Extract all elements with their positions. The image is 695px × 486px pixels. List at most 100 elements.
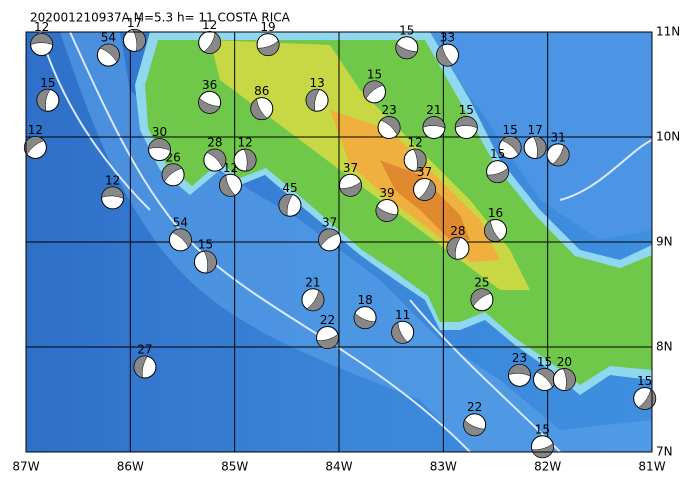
- x-tick-label: 85W: [221, 460, 248, 474]
- beachball-quadrant: [391, 322, 408, 344]
- beachball-quadrant: [413, 148, 427, 172]
- beachball-quadrant: [446, 237, 461, 260]
- beachball-quadrant: [243, 148, 257, 172]
- depth-label: 25: [474, 275, 489, 289]
- depth-label: 17: [528, 123, 543, 137]
- depth-label: 15: [535, 422, 550, 436]
- beachball-quadrant: [316, 333, 339, 349]
- depth-label: 37: [417, 165, 432, 179]
- depth-label: 12: [223, 161, 238, 175]
- depth-label: 22: [467, 400, 482, 414]
- y-tick-label: 11N: [656, 25, 680, 39]
- map-title: 202001210937A M=5.3 h= 11 COSTA RICA: [30, 11, 291, 25]
- beachball-quadrant: [257, 40, 280, 56]
- beachball-quadrant: [422, 116, 446, 129]
- depth-label: 33: [440, 31, 455, 45]
- depth-label: 54: [101, 31, 116, 45]
- depth-label: 15: [198, 237, 213, 251]
- beachball-quadrant: [101, 186, 124, 199]
- depth-label: 12: [105, 173, 120, 187]
- depth-label: 23: [381, 103, 396, 117]
- events: 12 54 17 12 19 15 33 15 12 15 15 17 31 15 36 86 13 15 21 23…: [23, 16, 657, 459]
- y-tick-label: 8N: [656, 340, 673, 354]
- y-tick-label: 9N: [656, 235, 673, 249]
- y-tick-label: 10N: [656, 130, 680, 144]
- beachball-quadrant: [198, 97, 221, 114]
- beachball-quadrant: [418, 179, 436, 201]
- x-tick-label: 84W: [325, 460, 352, 474]
- depth-label: 20: [557, 355, 572, 369]
- depth-label: 21: [426, 103, 441, 117]
- depth-label: 86: [254, 84, 269, 98]
- beachball-quadrant: [133, 355, 148, 378]
- beachball-quadrant: [486, 167, 509, 183]
- depth-label: 15: [490, 147, 505, 161]
- beachball-quadrant: [132, 29, 146, 52]
- depth-label: 30: [152, 125, 167, 139]
- beachball-quadrant: [638, 388, 656, 410]
- depth-label: 28: [450, 224, 465, 238]
- beachball-quadrant: [436, 45, 454, 67]
- beachball-quadrant: [501, 136, 522, 156]
- beachball-quadrant: [353, 312, 376, 329]
- depth-label: 45: [282, 181, 297, 195]
- depth-label: 12: [34, 20, 49, 34]
- depth-label: 15: [399, 23, 414, 37]
- beachball-quadrant: [508, 364, 531, 377]
- depth-label: 12: [408, 136, 423, 150]
- beachball-quadrant: [470, 288, 492, 307]
- depth-label: 15: [502, 123, 517, 137]
- depth-label: 18: [357, 293, 372, 307]
- depth-label: 15: [40, 76, 55, 90]
- depth-label: 15: [367, 67, 382, 81]
- beachball-quadrant: [463, 419, 486, 436]
- depth-label: 37: [322, 215, 337, 229]
- depth-label: 12: [237, 136, 252, 150]
- depth-label: 16: [488, 206, 503, 220]
- beachball-quadrant: [562, 368, 576, 391]
- beachball-quadrant: [533, 136, 547, 159]
- beachball-quadrant: [36, 89, 51, 112]
- beachball-quadrant: [24, 136, 45, 155]
- beachball-quadrant: [250, 98, 268, 120]
- beachball-quadrant: [455, 116, 478, 129]
- beachball-quadrant: [306, 290, 325, 311]
- beachball-quadrant: [99, 43, 120, 63]
- depth-label: 39: [379, 186, 394, 200]
- x-tick-label: 83W: [430, 460, 457, 474]
- depth-label: 12: [28, 123, 43, 137]
- beachball-quadrant: [484, 220, 502, 242]
- beachball-quadrant: [203, 32, 221, 54]
- beachball-quadrant: [161, 163, 183, 182]
- y-tick-label: 7N: [656, 445, 673, 459]
- beachball-quadrant: [219, 174, 236, 197]
- beachball-quadrant: [148, 138, 171, 151]
- frame: [25, 31, 653, 453]
- depth-label: 54: [173, 215, 188, 229]
- beachball-quadrant: [206, 148, 227, 169]
- beachball-quadrant: [318, 228, 339, 247]
- depth-label: 23: [512, 351, 527, 365]
- depth-label: 11: [395, 308, 410, 322]
- x-tick-label: 82W: [534, 460, 561, 474]
- beachball-quadrant: [395, 43, 418, 59]
- beachball-quadrant: [30, 33, 53, 45]
- beachball-quadrant: [375, 205, 398, 222]
- beachball-quadrant: [363, 80, 384, 100]
- depth-label: 28: [207, 136, 222, 150]
- depth-label: 22: [320, 313, 335, 327]
- depth-label: 36: [202, 78, 217, 92]
- beachball-quadrant: [380, 116, 401, 136]
- x-tick-label: 87W: [12, 460, 39, 474]
- depth-label: 27: [137, 342, 152, 356]
- depth-label: 15: [637, 374, 652, 388]
- beachball-quadrant: [551, 145, 570, 167]
- x-tick-label: 81W: [638, 460, 665, 474]
- x-tick-label: 86W: [117, 460, 144, 474]
- beachball-quadrant: [203, 250, 217, 274]
- depth-label: 15: [537, 355, 552, 369]
- beachball-quadrant: [278, 194, 294, 217]
- depth-label: 15: [459, 103, 474, 117]
- depth-label: 17: [127, 16, 142, 30]
